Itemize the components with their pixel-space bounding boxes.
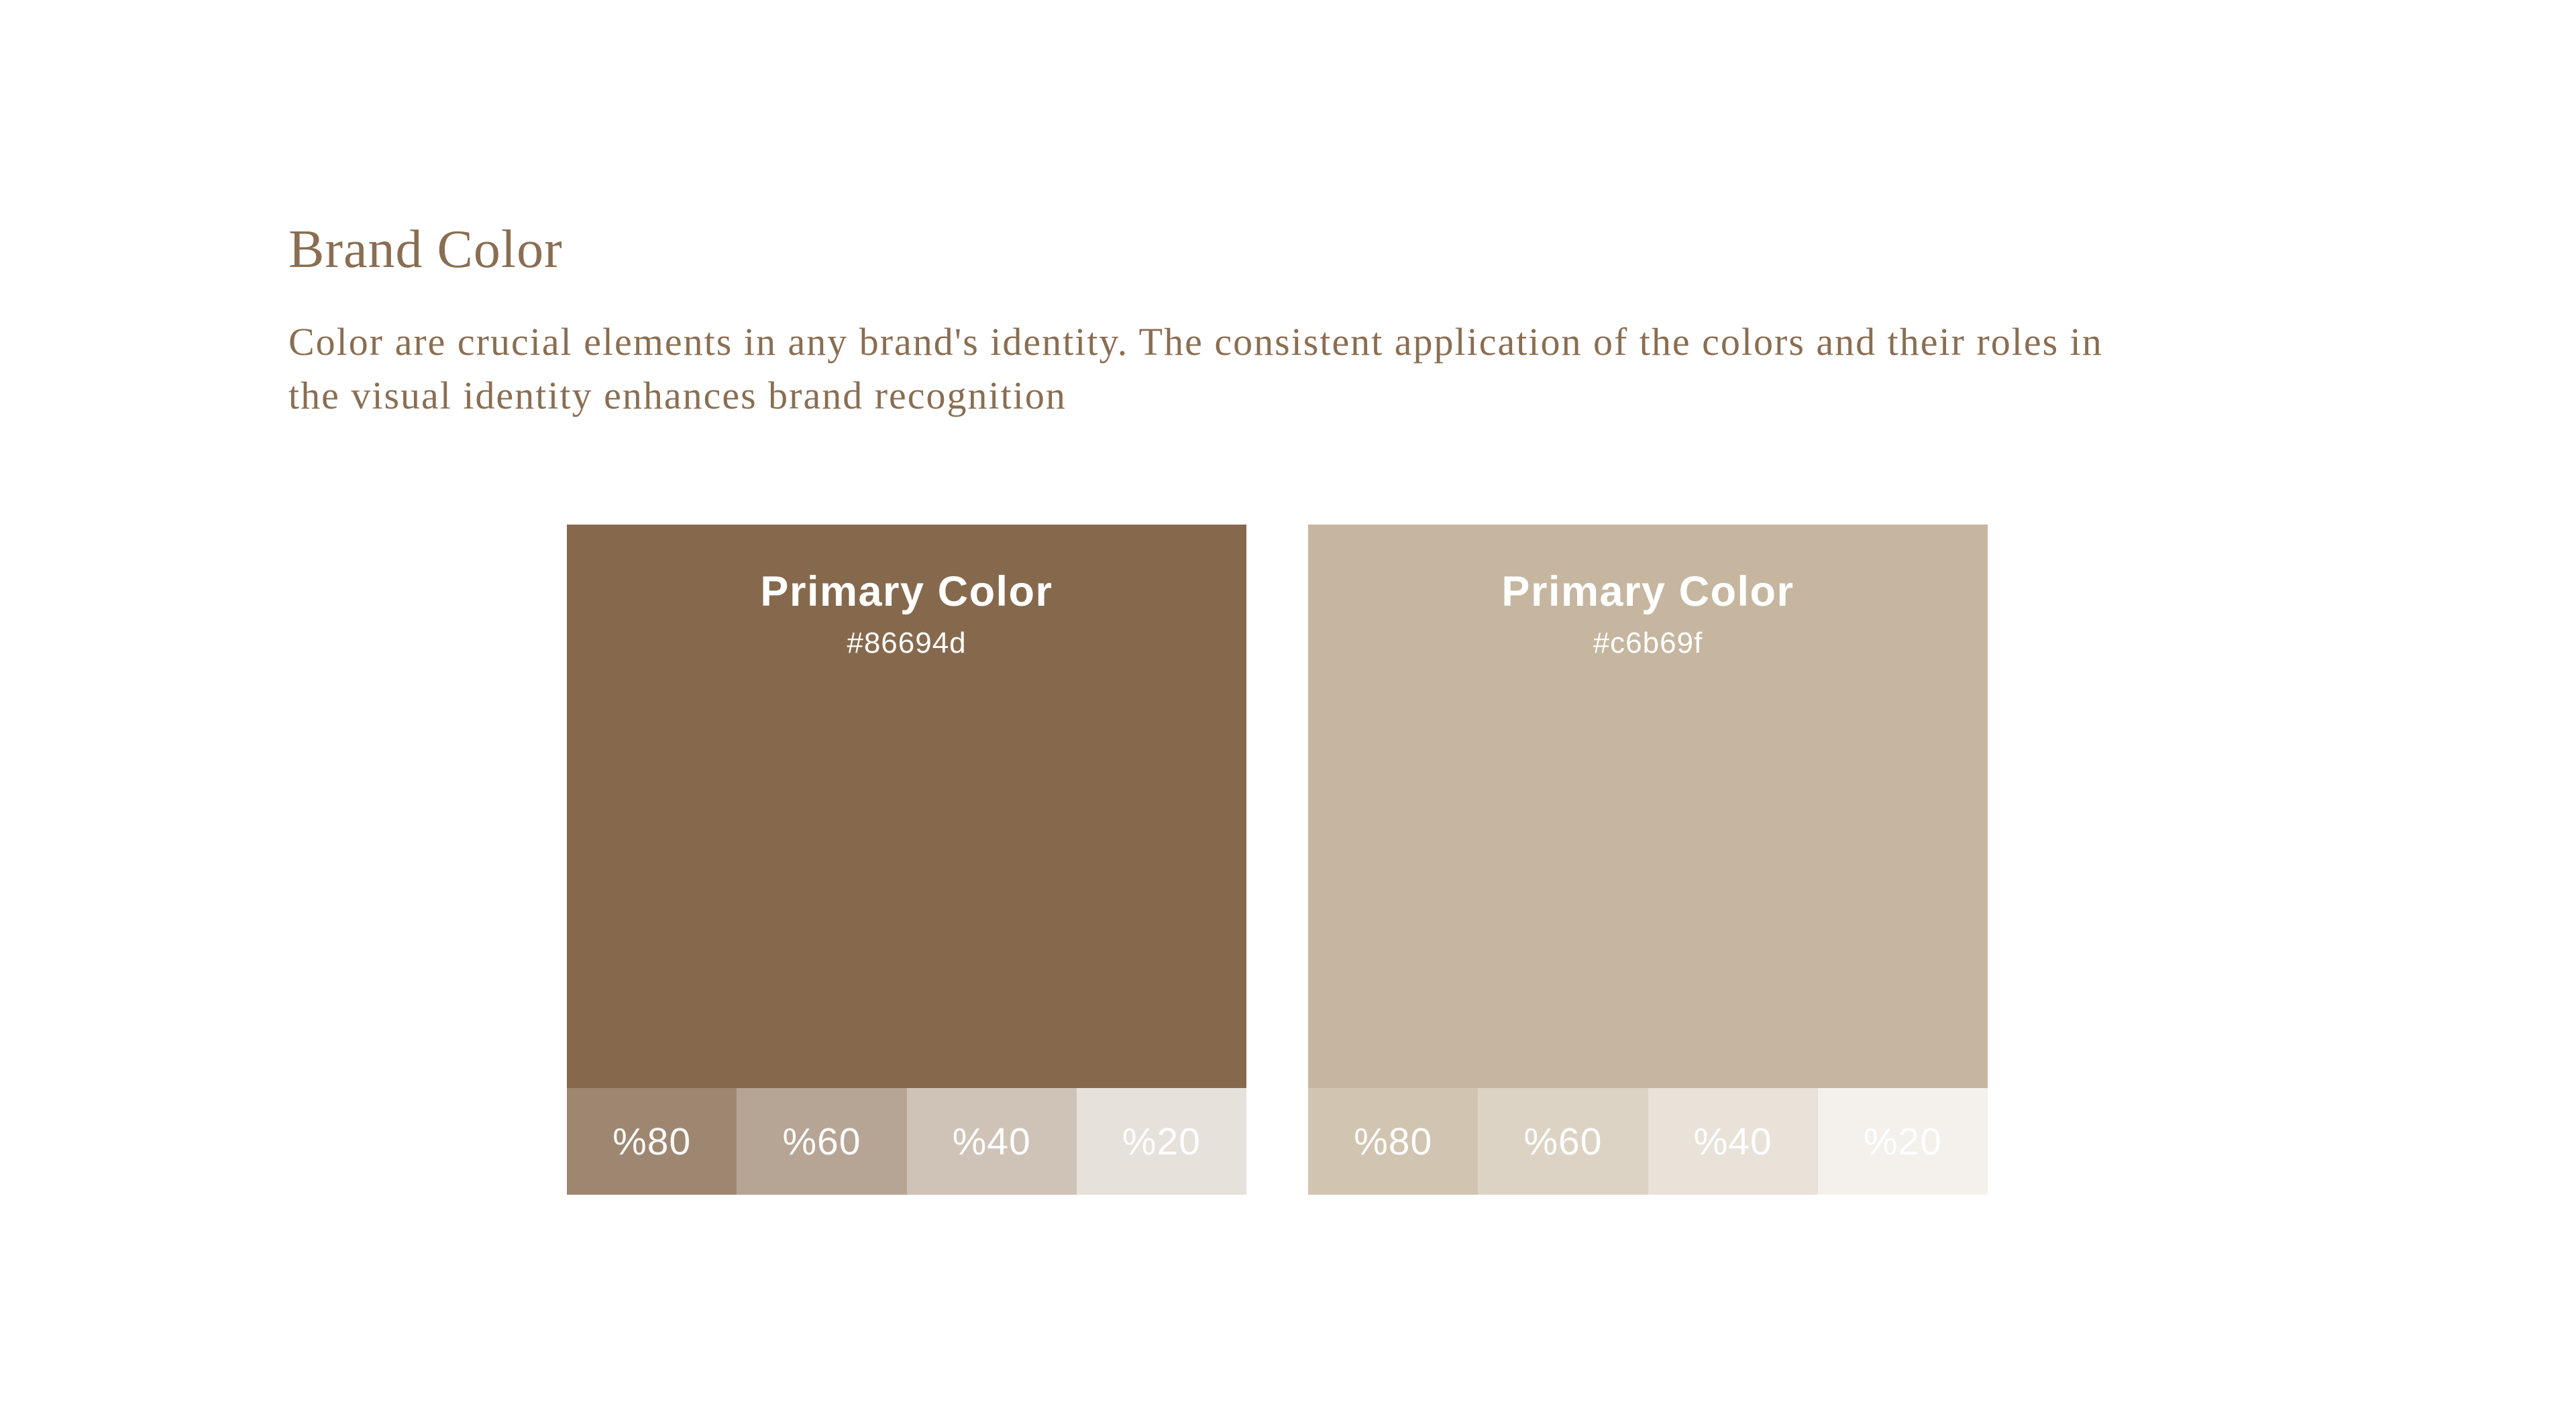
swatch-title: Primary Color	[760, 568, 1053, 615]
tint-swatch-60: %60	[737, 1088, 907, 1195]
tint-label: %60	[1523, 1120, 1603, 1163]
color-cards-row: Primary Color #86694d %80 %60 %40 %20	[567, 525, 1988, 1195]
primary-color-card-2: Primary Color #c6b69f %80 %60 %40 %20	[1308, 525, 1988, 1195]
tint-swatch-20: %20	[1817, 1088, 1988, 1195]
description-line-2: the visual identity enhances brand recog…	[288, 374, 1067, 417]
page-description: Color are crucial elements in any brand'…	[288, 315, 2301, 423]
swatch-hex-value: #86694d	[847, 627, 967, 659]
tint-label: %40	[1693, 1120, 1772, 1163]
color-swatch-main: Primary Color #c6b69f	[1308, 525, 1988, 1088]
tint-swatch-80: %80	[1308, 1088, 1479, 1195]
swatch-title: Primary Color	[1501, 568, 1794, 615]
intro-section: Brand Color Color are crucial elements i…	[288, 221, 2301, 423]
tint-row: %80 %60 %40 %20	[1308, 1088, 1988, 1195]
tint-swatch-80: %80	[567, 1088, 737, 1195]
page-title: Brand Color	[288, 220, 563, 279]
tint-label: %40	[952, 1120, 1031, 1163]
tint-swatch-20: %20	[1076, 1088, 1246, 1195]
tint-swatch-40: %40	[1648, 1088, 1818, 1195]
tint-label: %80	[612, 1120, 692, 1163]
tint-row: %80 %60 %40 %20	[567, 1088, 1246, 1195]
tint-label: %60	[782, 1120, 861, 1163]
description-line-1: Color are crucial elements in any brand'…	[288, 320, 2103, 364]
tint-swatch-60: %60	[1478, 1088, 1648, 1195]
color-swatch-main: Primary Color #86694d	[567, 525, 1246, 1088]
tint-label: %80	[1354, 1120, 1433, 1163]
tint-label: %20	[1122, 1120, 1201, 1163]
tint-label: %20	[1863, 1120, 1942, 1163]
primary-color-card-1: Primary Color #86694d %80 %60 %40 %20	[567, 525, 1246, 1195]
swatch-hex-value: #c6b69f	[1593, 627, 1703, 659]
tint-swatch-40: %40	[906, 1088, 1077, 1195]
